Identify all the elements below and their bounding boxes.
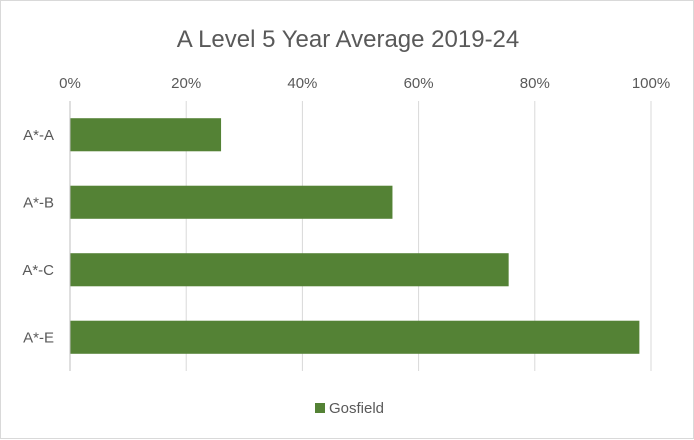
y-tick-label: A*-C	[22, 262, 54, 279]
x-tick-label: 60%	[404, 75, 434, 92]
y-tick-label: A*-A	[23, 127, 54, 144]
bar	[70, 320, 640, 354]
legend: Gosfield	[315, 400, 384, 417]
x-tick-label: 100%	[632, 75, 670, 92]
bar	[70, 118, 222, 152]
bar-series	[70, 118, 640, 354]
x-tick-label: 20%	[171, 75, 201, 92]
y-tick-label: A*-E	[23, 329, 54, 346]
y-axis-tick-labels: A*-A A*-B A*-C A*-E	[22, 127, 54, 347]
x-tick-label: 40%	[287, 75, 317, 92]
y-tick-label: A*-B	[23, 194, 54, 211]
x-axis-tick-labels: 0% 20% 40% 60% 80% 100%	[59, 75, 670, 92]
x-tick-label: 0%	[59, 75, 81, 92]
legend-swatch	[315, 403, 325, 413]
bar	[70, 253, 509, 287]
bar	[70, 185, 393, 219]
x-tick-label: 80%	[520, 75, 550, 92]
legend-label: Gosfield	[329, 400, 384, 417]
chart-title: A Level 5 Year Average 2019-24	[177, 26, 520, 53]
